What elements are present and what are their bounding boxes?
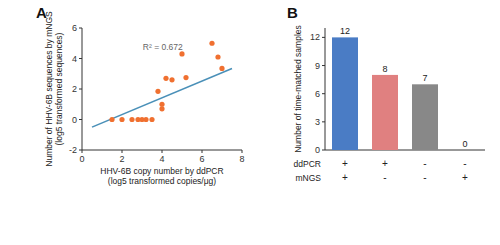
y-tick: [322, 65, 325, 66]
chart-root: 02468-20246R² = 0.672HHV-6B copy number …: [0, 0, 500, 245]
y-tick-label: 4: [72, 54, 77, 64]
scatter-point: [129, 117, 134, 122]
scatter-point: [149, 117, 154, 122]
bar: [372, 75, 398, 150]
scatter-point: [219, 66, 224, 71]
bar: [332, 37, 358, 150]
bar: [412, 84, 438, 150]
y-tick: [322, 37, 325, 38]
y-tick-label: 9: [315, 61, 320, 71]
category-sign: -: [463, 158, 466, 169]
y-axis-label: (log5 transformed sequences): [54, 32, 64, 145]
scatter-point: [159, 102, 164, 107]
scatter-point: [159, 106, 164, 111]
y-tick: [79, 28, 82, 29]
row-label: ddPCR: [294, 159, 321, 169]
scatter-point: [183, 75, 188, 80]
y-tick-label: 0: [72, 115, 77, 125]
y-tick: [322, 93, 325, 94]
y-tick: [79, 119, 82, 120]
x-tick: [242, 150, 243, 153]
bar: [452, 150, 478, 151]
category-sign: +: [342, 172, 348, 183]
y-tick-label: 6: [72, 23, 77, 33]
category-sign: +: [462, 172, 468, 183]
scatter-point: [119, 117, 124, 122]
category-sign: -: [423, 158, 426, 169]
category-sign: -: [423, 172, 426, 183]
y-tick-label: -2: [69, 145, 77, 155]
scatter-point: [169, 77, 174, 82]
y-tick-label: 3: [315, 117, 320, 127]
y-tick-label: 2: [72, 84, 77, 94]
regression-line: [92, 68, 232, 127]
data-label: 0: [462, 139, 467, 149]
scatter-point: [155, 89, 160, 94]
category-sign: -: [383, 172, 386, 183]
marks: [92, 41, 232, 127]
scatter-point: [143, 117, 148, 122]
scatter-point: [109, 117, 114, 122]
y-tick-label: 6: [315, 89, 320, 99]
row-label: mNGS: [296, 173, 322, 183]
y-tick: [79, 58, 82, 59]
data-label: 7: [422, 73, 427, 83]
x-tick-label: 8: [239, 154, 244, 164]
category-sign: +: [382, 158, 388, 169]
x-tick: [202, 150, 203, 153]
panel-label: A: [36, 4, 47, 21]
scatter-point: [209, 41, 214, 46]
data-label: 8: [382, 64, 387, 74]
x-tick-label: 6: [199, 154, 204, 164]
x-axis-label: HHV-6B copy number by ddPCR: [100, 166, 223, 176]
scatter-point: [179, 51, 184, 56]
y-axis-label: Number of HHV-6B sequences by mNGS: [44, 11, 54, 167]
x-tick-label: 4: [159, 154, 164, 164]
category-sign: +: [342, 158, 348, 169]
y-tick: [322, 121, 325, 122]
y-tick-label: 12: [310, 32, 320, 42]
annotation: R² = 0.672: [143, 42, 183, 52]
marks: [332, 37, 438, 150]
data-label: 12: [340, 26, 350, 36]
panel-label: B: [287, 4, 298, 21]
y-tick: [322, 150, 325, 151]
y-tick: [79, 150, 82, 151]
scatter-point: [163, 76, 168, 81]
y-axis-label: Number of time-matched samples: [293, 25, 303, 153]
y-tick: [79, 89, 82, 90]
x-tick-label: 0: [79, 154, 84, 164]
x-axis-label: (log5 transformed copies/μg): [108, 176, 217, 186]
y-axis: [325, 28, 326, 150]
y-tick-label: 0: [315, 145, 320, 155]
panel: 02468-20246R² = 0.672HHV-6B copy number …: [36, 4, 245, 186]
scatter-point: [215, 54, 220, 59]
x-tick: [122, 150, 123, 153]
x-tick: [162, 150, 163, 153]
x-tick-label: 2: [119, 154, 124, 164]
panel: 0 3 6 9 12 12 8 7 0 ddPCR + + - - mNGS + - - + Number of ti…: [287, 4, 485, 183]
